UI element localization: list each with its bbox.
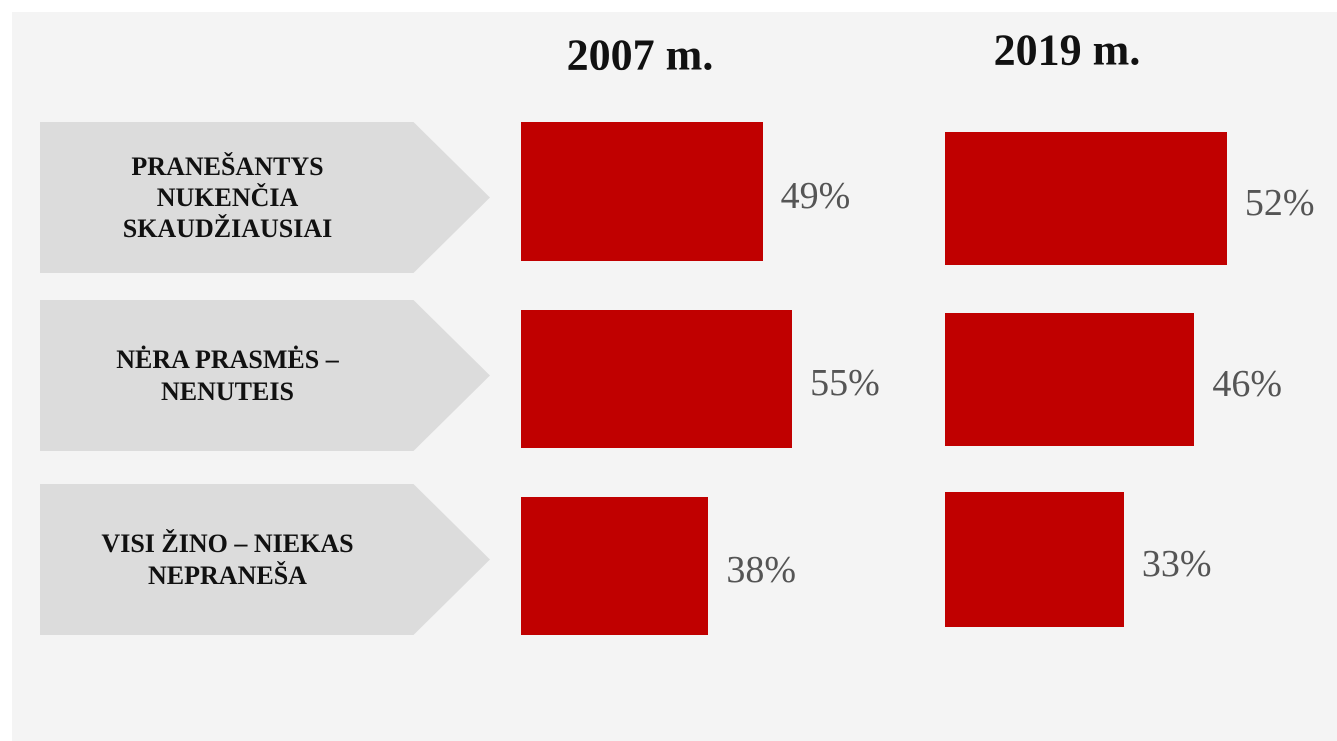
bar — [521, 122, 763, 261]
value-label: 52% — [1244, 181, 1315, 224]
value-label: 46% — [1212, 362, 1282, 405]
category-arrow: NĖRA PRASMĖS – NENUTEIS — [40, 300, 490, 451]
value-label: 49% — [780, 174, 851, 217]
category-arrow: VISI ŽINO – NIEKAS NEPRANEŠA — [40, 484, 490, 635]
bar — [945, 492, 1124, 627]
category-label: NĖRA PRASMĖS – NENUTEIS — [116, 345, 339, 406]
series-header: 2007 m. — [566, 30, 714, 80]
bar — [945, 313, 1195, 446]
bar — [521, 310, 793, 448]
value-label: 38% — [726, 549, 796, 591]
value-label: 55% — [810, 362, 880, 404]
category-label: PRANEŠANTYS NUKENČIA SKAUDŽIAUSIAI — [122, 151, 333, 244]
category-label: VISI ŽINO – NIEKAS NEPRANEŠA — [101, 529, 354, 590]
series-header: 2019 m. — [993, 25, 1141, 75]
bar — [521, 497, 709, 635]
value-label: 33% — [1141, 542, 1212, 585]
bar — [945, 132, 1227, 265]
category-arrow: PRANEŠANTYS NUKENČIA SKAUDŽIAUSIAI — [40, 122, 490, 273]
